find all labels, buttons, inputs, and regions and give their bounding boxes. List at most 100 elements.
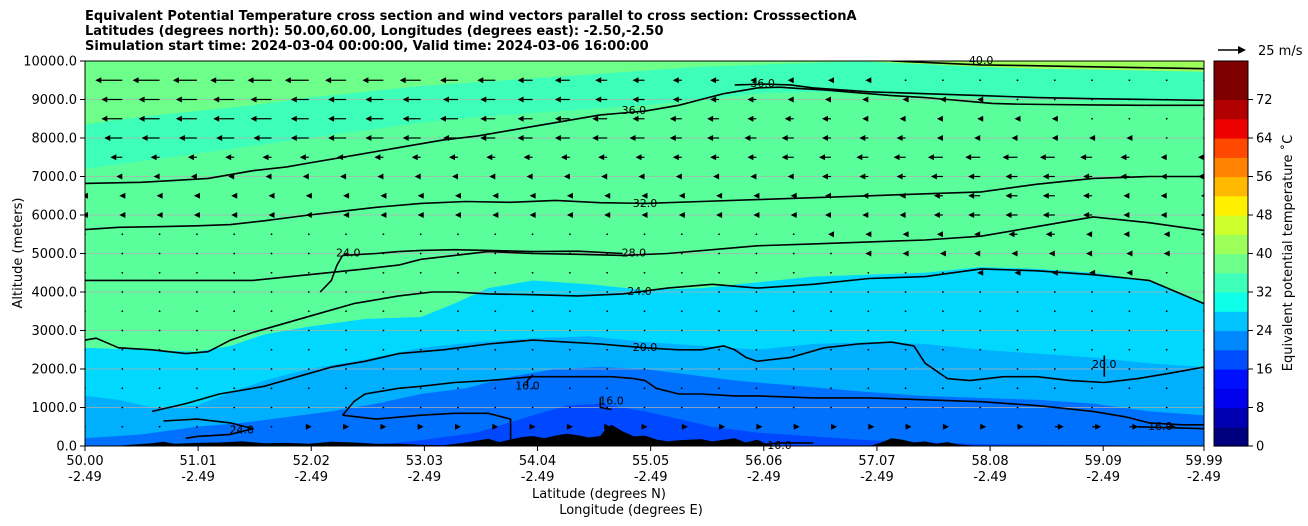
wind-vector-4-29 xyxy=(1160,154,1167,161)
contour-line-16-11 xyxy=(599,397,612,411)
x-tick-label-lat-4: 54.04 xyxy=(519,454,556,469)
wind-vector-head-9-21 xyxy=(865,250,872,257)
x-tick-label-lat-6: 56.06 xyxy=(745,454,782,469)
wind-vector-head-3-27 xyxy=(1089,135,1096,141)
wind-vector-head-7-25 xyxy=(1005,212,1012,218)
wind-vector-8-3 xyxy=(196,233,198,236)
wind-vector-head-2-8 xyxy=(365,115,372,122)
wind-vector-12-16 xyxy=(680,310,683,313)
wind-vector-head-1-17 xyxy=(710,96,717,103)
wind-vector-head-7-20 xyxy=(825,212,831,218)
terrain-silhouette xyxy=(85,424,1204,446)
wind-vector-13-16 xyxy=(680,329,683,332)
wind-vector-15-17 xyxy=(718,368,720,370)
wind-vector-head-6-12 xyxy=(529,192,536,199)
wind-vector-head-7-21 xyxy=(862,212,869,218)
wind-vector-head-7-17 xyxy=(716,212,723,218)
wind-vector-17-29 xyxy=(1165,406,1168,409)
wind-vector-15-9 xyxy=(419,368,422,370)
y-tick-label-10: 10000.0 xyxy=(23,55,77,70)
wind-vector-10-14 xyxy=(606,271,609,274)
wind-vector-1-16 xyxy=(672,96,682,103)
wind-vector-head-5-2 xyxy=(153,173,160,180)
wind-vector-3-8 xyxy=(365,135,384,141)
wind-vector-6-10 xyxy=(455,192,461,199)
wind-vector-head-5-20 xyxy=(822,173,828,180)
colorbar-segment-16 xyxy=(1214,118,1248,139)
wind-vector-12-6 xyxy=(307,310,310,313)
wind-vector-6-21 xyxy=(862,192,869,199)
wind-vector-18-20 xyxy=(831,423,837,430)
wind-vector-9-27 xyxy=(1086,250,1093,257)
wind-vector-5-20 xyxy=(822,173,831,180)
contour-label-10: 16.0 xyxy=(515,379,540,392)
wind-vector-head-4-4 xyxy=(225,154,232,161)
wind-vector-12-14 xyxy=(606,310,609,313)
wind-vector-17-14 xyxy=(606,406,609,409)
wind-vector-head-3-10 xyxy=(443,135,449,141)
wind-vector-7-10 xyxy=(455,212,461,218)
wind-vector-4-12 xyxy=(523,154,533,161)
colorbar-segment-10 xyxy=(1214,234,1248,255)
wind-vector-12-7 xyxy=(345,310,347,313)
wind-vector-head-18-19 xyxy=(793,423,800,430)
wind-vector-head-1-22 xyxy=(902,96,909,103)
wind-vector-9-28 xyxy=(1126,250,1133,257)
wind-vector-14-8 xyxy=(382,348,385,351)
wind-vector-0-24 xyxy=(979,79,982,82)
wind-legend: 25 m/s xyxy=(1218,44,1303,59)
wind-vector-head-18-8 xyxy=(380,423,387,430)
colorbar-tick-label-5: 40 xyxy=(1256,247,1273,262)
wind-vectors xyxy=(64,77,1204,430)
wind-vector-7-18 xyxy=(753,212,760,218)
colorbar-segment-14 xyxy=(1214,157,1248,178)
wind-vector-9-9 xyxy=(419,252,422,255)
wind-vector-6-27 xyxy=(1083,192,1093,199)
wind-vector-2-21 xyxy=(862,115,869,122)
wind-vector-3-22 xyxy=(896,135,906,141)
wind-vector-head-9-27 xyxy=(1086,250,1093,257)
wind-vector-17-5 xyxy=(270,406,273,409)
wind-vector-13-17 xyxy=(718,329,720,332)
wind-vector-head-7-0 xyxy=(85,212,88,218)
wind-vector-head-18-12 xyxy=(529,423,536,430)
wind-vector-4-25 xyxy=(1002,154,1018,161)
wind-vector-3-2 xyxy=(141,135,160,141)
wind-vector-head-4-0 xyxy=(70,154,76,160)
wind-vector-head-6-4 xyxy=(231,192,238,199)
wind-vector-9-4 xyxy=(233,252,236,255)
y-tick-label-0: 0.0 xyxy=(56,440,77,455)
wind-vector-head-9-29 xyxy=(1163,250,1170,257)
wind-vector-8-15 xyxy=(643,233,646,236)
wind-vector-head-7-7 xyxy=(343,212,350,218)
wind-vector-2-0 xyxy=(64,116,85,122)
wind-vector-head-5-6 xyxy=(302,173,309,180)
wind-vector-6-19 xyxy=(790,192,797,199)
wind-vector-8-26 xyxy=(1045,231,1055,238)
wind-vector-2-3 xyxy=(175,115,197,122)
wind-vector-7-20 xyxy=(825,212,831,218)
wind-vector-11-24 xyxy=(979,291,982,293)
x-tick-label-lat-3: 53.03 xyxy=(406,454,443,469)
wind-vector-13-29 xyxy=(1165,329,1168,332)
wind-vector-7-16 xyxy=(678,212,685,218)
wind-vector-8-14 xyxy=(606,233,609,236)
wind-vector-0-1 xyxy=(95,77,123,84)
wind-vector-14-2 xyxy=(158,348,161,351)
wind-vector-12-10 xyxy=(457,310,459,313)
wind-vector-2-16 xyxy=(669,115,682,122)
wind-vector-3-3 xyxy=(178,135,197,141)
x-tick-label-lon-3: -2.49 xyxy=(408,470,442,485)
wind-vector-head-18-28 xyxy=(1132,423,1139,430)
wind-vector-3-10 xyxy=(443,135,458,141)
wind-vector-head-4-5 xyxy=(262,154,269,161)
wind-vector-16-12 xyxy=(531,387,534,390)
wind-vector-13-11 xyxy=(494,329,497,332)
wind-vector-11-26 xyxy=(1053,291,1056,293)
wind-vector-head-7-27 xyxy=(1083,212,1090,218)
wind-vector-head-6-13 xyxy=(566,192,573,199)
wind-vector-14-27 xyxy=(1091,348,1093,351)
wind-vector-13-1 xyxy=(121,329,124,332)
wind-vector-7-22 xyxy=(899,212,906,218)
wind-vector-5-1 xyxy=(116,173,123,180)
